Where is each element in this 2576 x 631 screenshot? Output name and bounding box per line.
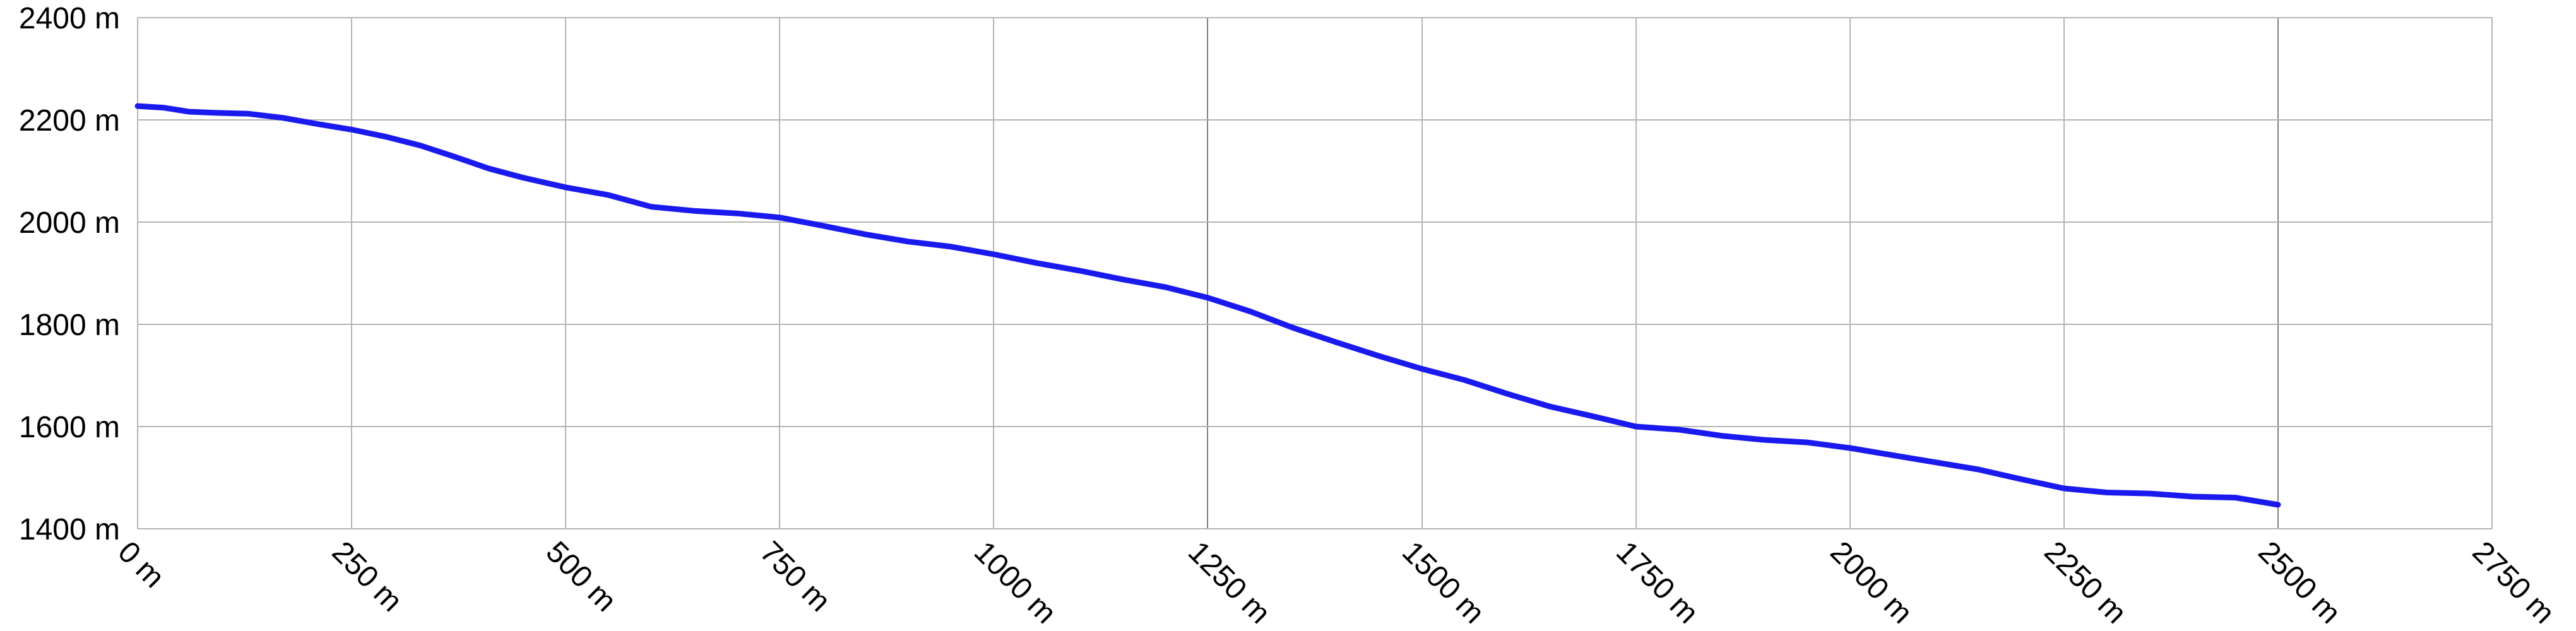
y-tick-labels: 1400 m 1600 m 1800 m 2000 m 2200 m 2400 m: [19, 2, 120, 546]
series-group: [134, 103, 2281, 508]
y-tick-label: 1800 m: [19, 309, 120, 342]
y-tick-label: 1600 m: [19, 411, 120, 444]
vertical-gridlines: [137, 18, 2493, 529]
y-tick-label: 2400 m: [19, 2, 120, 35]
y-tick-label: 2000 m: [19, 206, 120, 240]
axes: [137, 18, 2492, 529]
y-tick-label: 1400 m: [19, 513, 120, 546]
elevation-series-line-0: [134, 103, 2281, 508]
y-tick-label: 2200 m: [19, 104, 120, 138]
